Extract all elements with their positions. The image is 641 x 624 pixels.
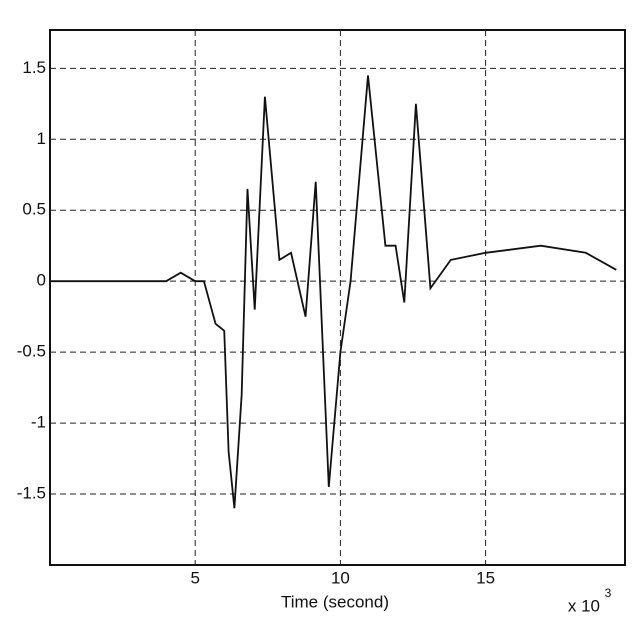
data-line bbox=[50, 75, 617, 509]
y-tick-label: 1.5 bbox=[22, 58, 46, 77]
x-tick-label: 5 bbox=[190, 568, 199, 587]
y-tick-label: 1 bbox=[37, 129, 46, 148]
plot-frame bbox=[49, 29, 626, 566]
x-tick-label: 10 bbox=[331, 568, 350, 587]
y-tick-label: -1.5 bbox=[17, 484, 46, 503]
x-axis-label: Time (second) bbox=[281, 592, 389, 611]
x-exponent: 3 bbox=[605, 586, 612, 600]
y-tick-label: 0 bbox=[37, 271, 46, 290]
x-multiplier: x 10 bbox=[568, 596, 600, 615]
x-tick-label: 15 bbox=[476, 568, 495, 587]
y-tick-label: 0.5 bbox=[22, 200, 46, 219]
y-tick-label: -1 bbox=[31, 413, 46, 432]
y-tick-label: -0.5 bbox=[17, 342, 46, 361]
